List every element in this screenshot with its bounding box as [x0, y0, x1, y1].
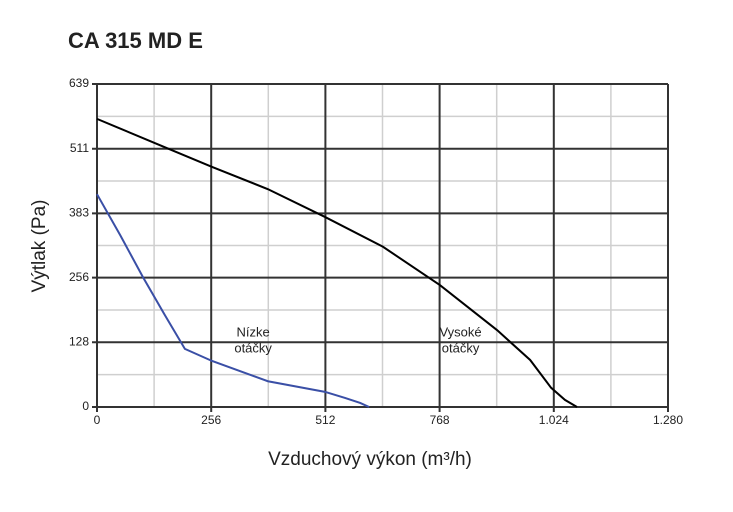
y-tick-label: 0: [82, 399, 89, 413]
x-tick-label: 512: [315, 413, 335, 427]
chart-title: CA 315 MD E: [68, 28, 203, 53]
annotation: otáčky: [442, 341, 480, 356]
annotation: otáčky: [234, 341, 272, 356]
annotation: Vysoké: [439, 325, 481, 340]
x-tick-label: 768: [430, 413, 450, 427]
y-tick-label: 128: [69, 334, 89, 348]
y-tick-label: 383: [69, 206, 89, 220]
series-line: [96, 193, 370, 408]
x-tick-label: 256: [201, 413, 221, 427]
annotation: Nízke: [237, 325, 270, 340]
y-tick-label: 639: [69, 76, 89, 90]
x-axis-label: Vzduchový výkon (m³/h): [268, 449, 472, 470]
y-axis-label: Výtlak (Pa): [29, 200, 50, 293]
series-line: [96, 117, 578, 408]
y-tick-label: 511: [70, 141, 89, 155]
x-tick-label: 1.280: [653, 413, 683, 427]
x-tick-label: 1.024: [539, 413, 569, 427]
x-tick-label: 0: [94, 413, 101, 427]
y-tick-label: 256: [69, 270, 89, 284]
